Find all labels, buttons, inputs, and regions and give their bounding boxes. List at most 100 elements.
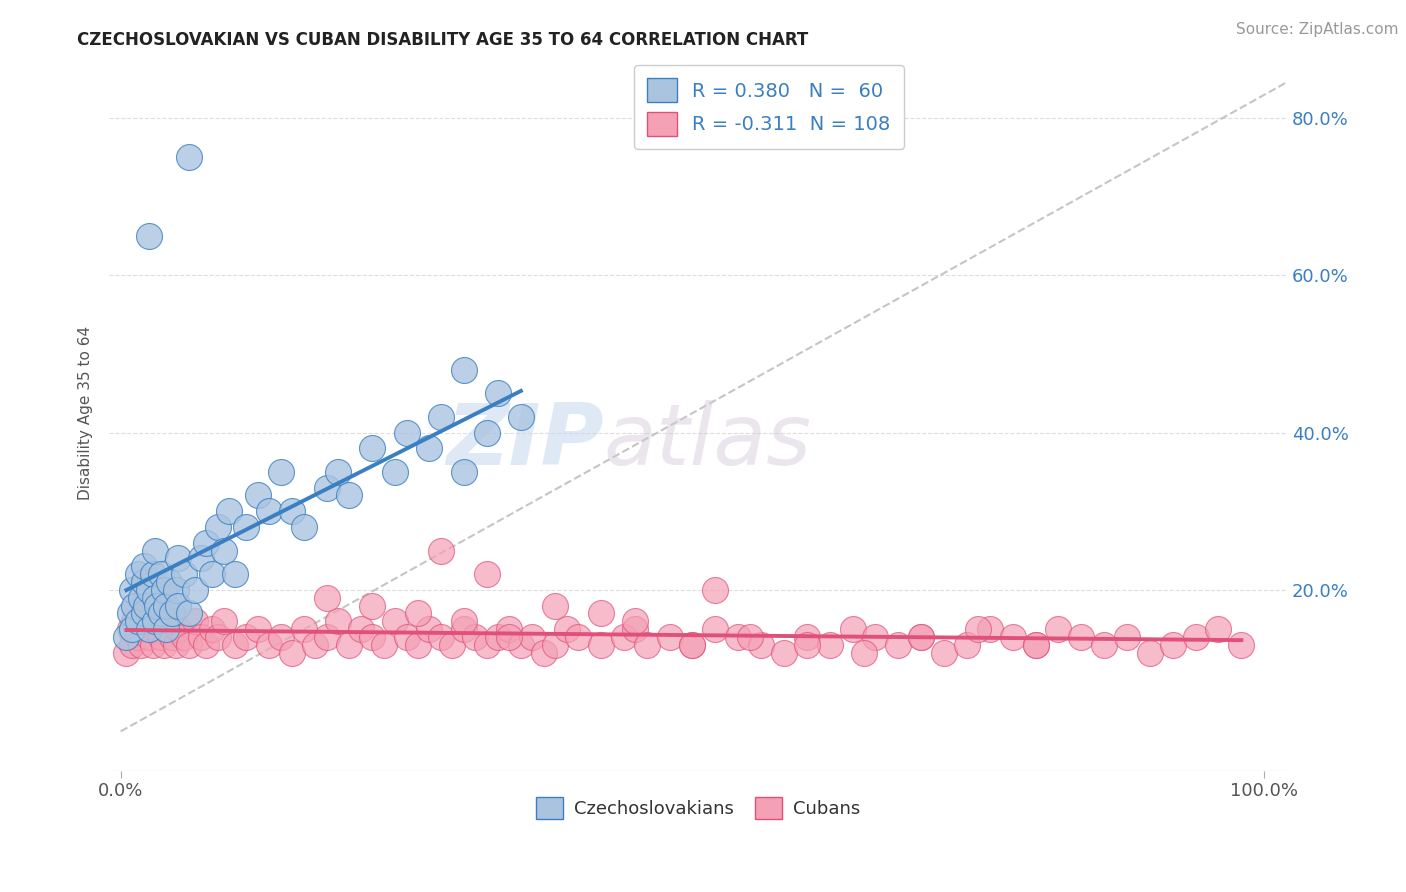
Point [246, 488, 269, 502]
Point [165, 582, 187, 597]
Point [143, 543, 166, 558]
Point [153, 638, 176, 652]
Point [124, 599, 146, 613]
Point [361, 599, 384, 613]
Point [132, 559, 155, 574]
Point [406, 638, 429, 652]
Point [224, 638, 246, 652]
Point [1230, 638, 1253, 652]
Point [589, 607, 612, 621]
Point [475, 638, 498, 652]
Point [118, 622, 141, 636]
Point [910, 630, 932, 644]
Point [184, 582, 207, 597]
Point [453, 465, 475, 479]
Point [681, 638, 703, 652]
Legend: Czechoslovakians, Cubans: Czechoslovakians, Cubans [529, 789, 868, 826]
Point [418, 442, 440, 456]
Point [384, 615, 406, 629]
Point [418, 622, 440, 636]
Point [157, 615, 180, 629]
Point [395, 630, 418, 644]
Point [1070, 630, 1092, 644]
Point [315, 630, 337, 644]
Point [143, 591, 166, 605]
Point [270, 630, 292, 644]
Point [337, 488, 360, 502]
Point [259, 504, 281, 518]
Point [121, 622, 143, 636]
Point [1116, 630, 1139, 644]
Point [624, 622, 647, 636]
Point [326, 465, 349, 479]
Point [124, 615, 146, 629]
Point [207, 630, 229, 644]
Point [166, 599, 188, 613]
Point [544, 599, 567, 613]
Point [967, 622, 990, 636]
Point [475, 425, 498, 440]
Point [143, 622, 166, 636]
Point [624, 615, 647, 629]
Point [155, 622, 177, 636]
Point [179, 607, 201, 621]
Point [704, 622, 727, 636]
Point [235, 630, 257, 644]
Point [207, 520, 229, 534]
Point [865, 630, 887, 644]
Point [173, 630, 195, 644]
Point [127, 615, 149, 629]
Point [235, 520, 257, 534]
Point [315, 591, 337, 605]
Point [195, 638, 218, 652]
Point [132, 574, 155, 589]
Point [979, 622, 1001, 636]
Point [430, 543, 453, 558]
Point [160, 607, 183, 621]
Point [155, 599, 177, 613]
Point [157, 574, 180, 589]
Point [155, 622, 177, 636]
Point [326, 615, 349, 629]
Point [522, 630, 544, 644]
Point [132, 607, 155, 621]
Point [852, 646, 875, 660]
Point [149, 607, 172, 621]
Point [179, 150, 201, 164]
Point [475, 567, 498, 582]
Point [281, 646, 304, 660]
Point [315, 481, 337, 495]
Point [121, 582, 143, 597]
Point [184, 615, 207, 629]
Point [681, 638, 703, 652]
Point [430, 409, 453, 424]
Point [129, 591, 152, 605]
Point [430, 630, 453, 644]
Point [567, 630, 589, 644]
Point [486, 630, 509, 644]
Point [281, 504, 304, 518]
Point [453, 362, 475, 376]
Point [153, 582, 176, 597]
Point [146, 599, 169, 613]
Point [887, 638, 910, 652]
Point [613, 630, 636, 644]
Point [1047, 622, 1070, 636]
Point [406, 607, 429, 621]
Point [127, 630, 149, 644]
Point [373, 638, 395, 652]
Point [1161, 638, 1184, 652]
Point [212, 543, 235, 558]
Point [201, 567, 224, 582]
Point [727, 630, 749, 644]
Point [818, 638, 841, 652]
Point [384, 465, 406, 479]
Point [1024, 638, 1046, 652]
Point [1184, 630, 1206, 644]
Point [142, 567, 165, 582]
Text: Source: ZipAtlas.com: Source: ZipAtlas.com [1236, 22, 1399, 37]
Point [270, 465, 292, 479]
Point [453, 622, 475, 636]
Point [138, 630, 160, 644]
Point [509, 638, 531, 652]
